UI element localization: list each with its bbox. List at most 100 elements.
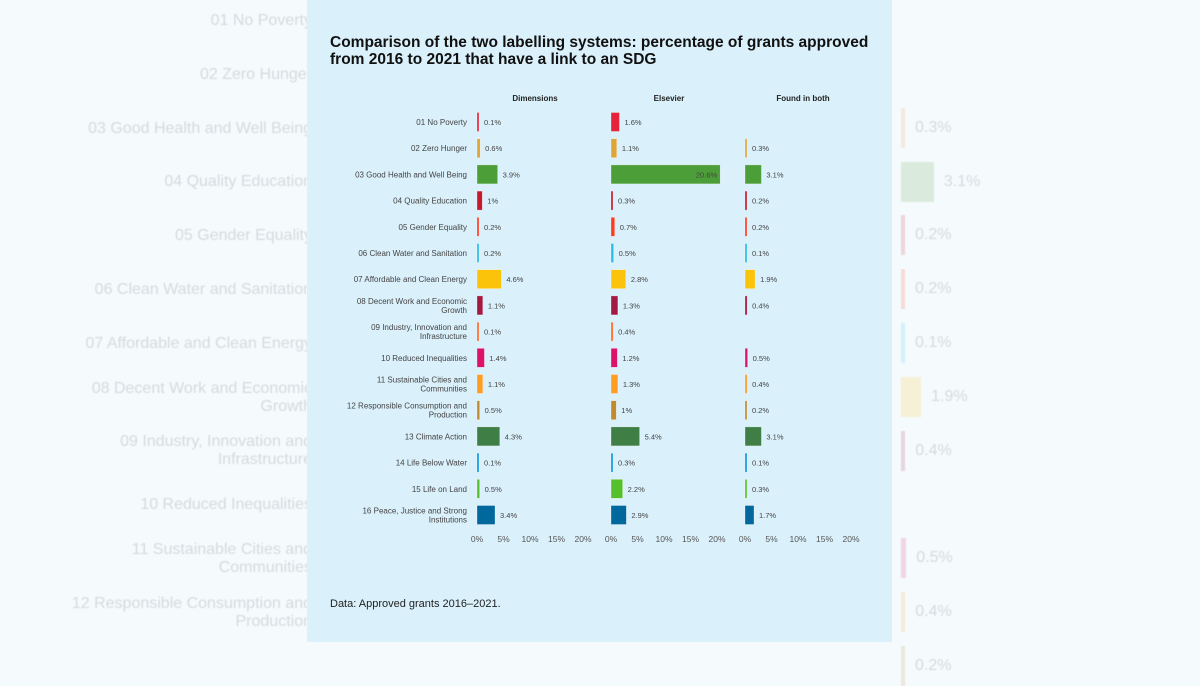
bar-1-13	[610, 452, 614, 473]
bg-bar	[901, 161, 934, 202]
bar-2-7	[744, 295, 748, 316]
data-label: 0.5%	[619, 249, 636, 258]
category-label: 05 Gender Equality	[399, 223, 468, 232]
bg-bar	[901, 592, 906, 632]
bg-data-label: 0.5%	[916, 549, 953, 567]
data-label: 20.6%	[696, 170, 718, 179]
category-label: 13 Climate Action	[405, 432, 467, 441]
bar-0-5	[476, 243, 480, 263]
category-label: Production	[429, 411, 467, 420]
category-label: 10 Reduced Inequalities	[381, 354, 467, 363]
bg-bar	[901, 323, 905, 363]
x-tick-label: 20%	[708, 534, 725, 544]
x-tick-label: 15%	[682, 534, 699, 544]
bar-1-3	[610, 190, 614, 211]
bar-0-14	[476, 479, 480, 499]
facet-title-2: Found in both	[776, 94, 829, 103]
bar-1-11	[610, 400, 617, 420]
data-label: 3.9%	[503, 170, 520, 179]
data-label: 4.3%	[505, 432, 522, 441]
bar-1-2	[610, 164, 721, 185]
data-label: 1.2%	[622, 354, 639, 363]
chart-panel: Comparison of the two labelling systems:…	[307, 0, 892, 642]
data-label: 0.2%	[752, 406, 769, 415]
bg-category-label: 01 No Poverty	[210, 12, 312, 29]
category-label: 12 Responsible Consumption and	[347, 402, 467, 411]
bar-0-10	[476, 374, 484, 394]
bg-bar	[901, 107, 905, 148]
chart-title: Comparison of the two labelling systems:…	[330, 34, 869, 68]
facet-title-0: Dimensions	[512, 94, 558, 103]
data-label: 0.2%	[484, 249, 501, 258]
data-label: 3.1%	[766, 170, 783, 179]
bar-1-15	[610, 505, 627, 525]
category-label: 08 Decent Work and Economic	[357, 297, 467, 306]
bar-0-3	[476, 190, 483, 211]
x-tick-label: 15%	[548, 534, 565, 544]
bar-2-15	[744, 505, 755, 525]
bg-data-label: 0.1%	[915, 334, 952, 351]
bar-0-4	[476, 217, 480, 237]
bg-category-label: 12 Responsible Consumption and Productio…	[71, 594, 312, 630]
bg-category-label: 07 Affordable and Clean Energy	[85, 334, 312, 352]
data-label: 0.3%	[752, 144, 769, 153]
bar-1-8	[610, 321, 614, 342]
bar-1-14	[610, 479, 623, 499]
bar-0-8	[476, 321, 480, 342]
data-label: 1%	[487, 197, 498, 206]
data-label: 4.6%	[506, 275, 523, 284]
x-tick-label: 5%	[765, 534, 778, 544]
data-label: 3.1%	[766, 432, 783, 441]
bg-data-label: 1.9%	[931, 387, 968, 405]
bg-category-label: 05 Gender Equality	[175, 227, 312, 245]
bar-1-6	[610, 269, 627, 289]
bg-bar	[901, 269, 905, 310]
bar-2-11	[744, 400, 748, 420]
bar-1-10	[610, 374, 619, 394]
bg-bar	[901, 430, 906, 471]
bar-2-3	[744, 190, 748, 211]
bg-category-label: 11 Sustainable Cities and Communities	[131, 541, 312, 576]
bar-1-12	[610, 426, 640, 447]
data-label: 1.4%	[489, 354, 506, 363]
category-label: Communities	[420, 385, 467, 394]
x-tick-label: 15%	[816, 534, 833, 544]
bar-0-15	[476, 505, 496, 525]
bg-category-label: 08 Decent Work and Economic Growth	[91, 379, 312, 415]
x-tick-label: 0%	[605, 534, 618, 544]
data-label: 0.1%	[484, 459, 501, 468]
bg-category-label: 06 Clean Water and Sanitation	[94, 281, 312, 298]
data-label: 0.1%	[752, 249, 769, 258]
data-label: 1.7%	[759, 511, 776, 520]
category-label: 15 Life on Land	[412, 485, 467, 494]
category-label: Infrastructure	[420, 332, 468, 341]
data-label: 1.3%	[623, 301, 640, 310]
bar-2-12	[744, 426, 762, 447]
bar-0-9	[476, 348, 485, 368]
data-label: 0.5%	[485, 406, 502, 415]
data-label: 0.1%	[484, 118, 501, 127]
data-label: 0.2%	[752, 223, 769, 232]
bg-category-label: 10 Reduced Inequalities	[140, 496, 312, 514]
data-label: 2.9%	[631, 511, 648, 520]
bar-0-0	[476, 112, 480, 132]
data-label: 0.3%	[618, 459, 635, 468]
x-tick-label: 20%	[842, 534, 859, 544]
category-label: 09 Industry, Innovation and	[371, 323, 467, 332]
bg-data-label: 0.2%	[915, 280, 952, 298]
bar-1-5	[610, 243, 614, 263]
x-tick-label: 10%	[521, 534, 538, 544]
bar-2-5	[744, 243, 748, 263]
bg-data-label: 0.2%	[915, 226, 952, 244]
bar-0-12	[476, 426, 501, 447]
bar-1-4	[610, 217, 615, 237]
bar-2-10	[744, 374, 748, 394]
data-label: 1.1%	[488, 301, 505, 310]
bar-2-9	[744, 348, 748, 368]
data-label: 1.1%	[622, 144, 639, 153]
bg-data-label: 0.4%	[915, 603, 952, 620]
data-label: 0.5%	[485, 485, 502, 494]
bg-category-label: 04 Quality Education	[164, 173, 312, 191]
data-label: 2.2%	[628, 485, 645, 494]
bg-data-label: 0.2%	[915, 656, 952, 674]
